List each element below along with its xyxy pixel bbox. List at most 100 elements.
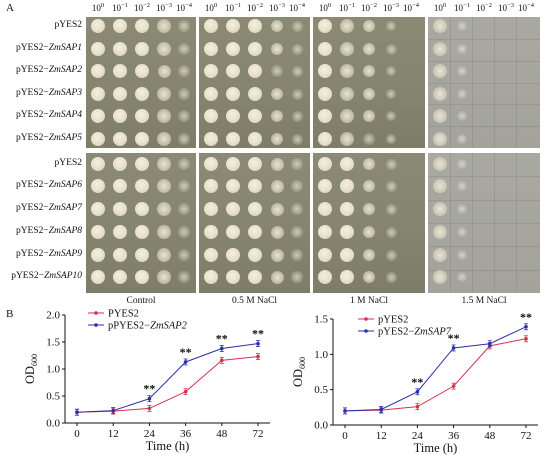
data-point	[379, 407, 383, 412]
x-tick-label: 0	[74, 428, 80, 440]
yeast-spot	[291, 110, 303, 122]
y-tick-label: 0.0	[46, 418, 60, 430]
yeast-spot	[204, 19, 218, 33]
strain-label: pYES2−ZmSAP10	[11, 271, 82, 281]
yeast-spot	[291, 65, 303, 77]
yeast-spot	[433, 157, 447, 171]
strain-label: pYES2−ZmSAP7	[15, 203, 82, 213]
y-tick-label: 1.5	[314, 314, 328, 326]
yeast-spot	[456, 249, 468, 261]
data-point	[451, 384, 456, 388]
yeast-spot	[291, 158, 303, 170]
yeast-spot	[270, 225, 284, 239]
legend-label: PYES2	[108, 309, 139, 320]
agar-plate	[313, 153, 425, 293]
y-tick-label: 1.0	[46, 364, 60, 376]
yeast-spot	[135, 132, 149, 146]
data-point	[183, 389, 188, 394]
legend-swatch-point	[94, 323, 98, 327]
yeast-spot	[204, 42, 218, 56]
yeast-spot	[385, 226, 397, 238]
yeast-spot	[456, 65, 468, 77]
yeast-spot	[91, 179, 105, 193]
yeast-spot	[433, 87, 447, 101]
data-point	[220, 358, 224, 363]
plate-grid-line	[450, 17, 451, 148]
plate-grid-line	[428, 104, 540, 106]
yeast-spot	[433, 19, 447, 33]
yeast-spot	[385, 43, 397, 55]
yeast-spot	[433, 109, 447, 123]
yeast-spot	[362, 179, 376, 193]
yeast-spot	[248, 225, 262, 239]
yeast-spot	[385, 110, 397, 122]
yeast-spot	[270, 202, 284, 216]
strain-label: pYES2−ZmSAP3	[15, 88, 82, 98]
agar-plate	[199, 153, 310, 293]
yeast-spot	[318, 270, 332, 284]
yeast-spot	[178, 249, 190, 261]
yeast-spot	[204, 202, 218, 216]
x-tick-label: 48	[216, 428, 228, 440]
yeast-spot	[248, 19, 262, 33]
data-point	[256, 354, 260, 359]
data-point	[415, 389, 420, 394]
legend-label: pYES2	[378, 315, 408, 326]
yeast-spot	[135, 248, 149, 262]
yeast-spot	[291, 43, 303, 55]
yeast-spot	[113, 225, 127, 239]
y-tick-label: 1.0	[314, 349, 328, 361]
yeast-spot	[340, 270, 354, 284]
yeast-spot	[113, 42, 127, 56]
strain-label: pYES2	[54, 20, 82, 30]
data-point	[75, 410, 79, 414]
yeast-spot	[318, 202, 332, 216]
dilution-label: 10−3	[383, 2, 399, 13]
x-tick-label: 72	[521, 430, 532, 442]
yeast-spot	[157, 270, 171, 284]
yeast-spot	[318, 225, 332, 239]
yeast-spot	[270, 87, 284, 101]
data-point	[147, 396, 152, 401]
y-axis-label: OD600	[291, 357, 307, 387]
yeast-spot	[178, 226, 190, 238]
yeast-spot	[362, 225, 376, 239]
yeast-spot	[270, 270, 284, 284]
yeast-spot	[135, 202, 149, 216]
yeast-spot	[362, 202, 376, 216]
yeast-spot	[433, 270, 447, 284]
y-tick-label: 0.5	[46, 391, 60, 403]
dilution-label: 100	[91, 2, 105, 13]
yeast-spot	[385, 20, 397, 32]
x-tick-label: 36	[448, 430, 460, 442]
significance-mark: **	[448, 331, 460, 345]
yeast-spot	[135, 270, 149, 284]
y-tick-label: 2.0	[46, 310, 60, 322]
significance-mark: **	[143, 382, 155, 396]
plate-grid-line	[494, 17, 495, 148]
yeast-spot	[157, 64, 171, 78]
yeast-spot	[271, 65, 283, 77]
y-tick-label: 0.0	[314, 420, 328, 432]
yeast-spot	[226, 87, 240, 101]
significance-mark: **	[252, 327, 264, 341]
yeast-spot	[178, 88, 190, 100]
yeast-spot	[318, 132, 332, 146]
yeast-spot	[362, 87, 376, 101]
dilution-label: 10−2	[247, 2, 263, 13]
yeast-spot	[157, 42, 171, 56]
dilution-label: 10−2	[134, 2, 150, 13]
yeast-spot	[135, 225, 149, 239]
yeast-spot	[248, 42, 262, 56]
yeast-spot	[270, 19, 284, 33]
yeast-spot	[204, 87, 218, 101]
series-line	[76, 343, 259, 413]
yeast-spot	[157, 87, 171, 101]
significance-mark: **	[411, 375, 423, 389]
yeast-spot	[318, 248, 332, 262]
yeast-spot	[340, 42, 354, 56]
yeast-spot	[291, 20, 303, 32]
plate-grid-line	[428, 126, 540, 128]
yeast-spot	[157, 179, 171, 193]
yeast-spot	[135, 64, 149, 78]
